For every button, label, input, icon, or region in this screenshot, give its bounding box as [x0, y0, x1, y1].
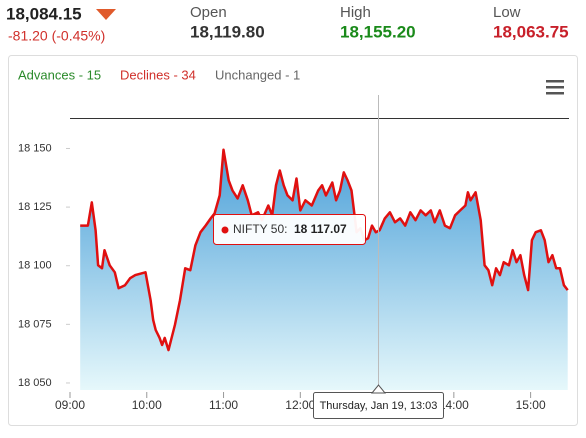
last-price: 18,084.15: [6, 4, 82, 23]
tooltip-label: NIFTY 50:: [233, 222, 287, 236]
tooltip-value: 18 117.07: [294, 222, 347, 236]
x-tick-label: 15:00: [516, 398, 546, 412]
low-value: 18,063.75: [493, 22, 569, 41]
menu-button[interactable]: [546, 80, 564, 95]
open-value: 18,119.80: [190, 22, 265, 41]
low-label: Low: [493, 4, 521, 21]
advances: Advances - 15: [18, 67, 101, 82]
change: -81.20 (-0.45%): [8, 28, 105, 44]
plot: 18 050 18 075 18 100 18 125 18 150 09:00 10:00…: [18, 118, 569, 412]
down-arrow: [96, 9, 116, 20]
chart-frame: [8, 55, 578, 426]
date-pointer: [370, 384, 387, 394]
declines: Declines - 34: [120, 67, 196, 82]
high-label: High: [340, 4, 371, 21]
date-text: Thursday, Jan 19, 13:03: [320, 400, 438, 412]
x-tick-label: 12:00: [285, 398, 315, 412]
x-tick-label: 11:00: [209, 398, 238, 412]
tooltip: NIFTY 50: 18 117.07: [213, 214, 366, 245]
line: [80, 148, 569, 352]
unchanged: Unchanged - 1: [215, 67, 300, 82]
area: [80, 149, 568, 390]
open-label: Open: [190, 4, 227, 21]
x-tick-label: 14:00: [439, 398, 469, 412]
x-tick-label: 10:00: [132, 398, 162, 412]
y-tick-label: 18 125: [18, 201, 52, 213]
date-tooltip: Thursday, Jan 19, 13:03: [313, 384, 444, 419]
high-value: 18,155.20: [340, 22, 416, 41]
y-tick-label: 18 100: [18, 260, 52, 272]
y-tick-label: 18 150: [18, 142, 52, 154]
x-tick-label: 09:00: [55, 398, 85, 412]
tooltip-dot: [221, 226, 229, 234]
y-tick-label: 18 050: [18, 377, 52, 389]
tooltip-box: [213, 214, 366, 245]
y-tick-label: 18 075: [18, 318, 52, 330]
